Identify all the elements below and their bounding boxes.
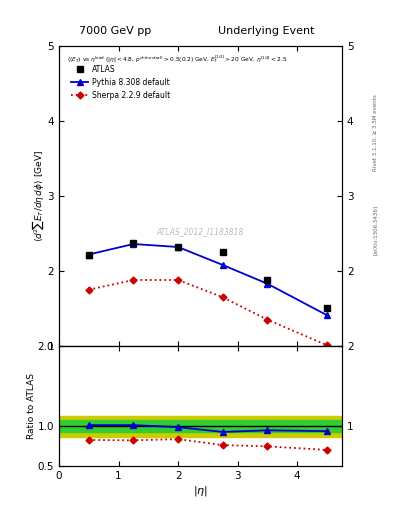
Text: 7000 GeV pp: 7000 GeV pp (79, 26, 151, 36)
Y-axis label: Ratio to ATLAS: Ratio to ATLAS (27, 373, 36, 439)
X-axis label: $|\eta|$: $|\eta|$ (193, 483, 208, 498)
Y-axis label: $\langle d^2\!\sum E_T/d\eta\,d\phi\rangle$ [GeV]: $\langle d^2\!\sum E_T/d\eta\,d\phi\rang… (31, 150, 46, 242)
Text: Rivet 3.1.10, ≥ 3.5M events: Rivet 3.1.10, ≥ 3.5M events (373, 95, 378, 172)
Text: ATLAS_2012_I1183818: ATLAS_2012_I1183818 (157, 227, 244, 237)
Text: [arXiv:1306.3436]: [arXiv:1306.3436] (373, 205, 378, 255)
Legend: ATLAS, Pythia 8.308 default, Sherpa 2.2.9 default: ATLAS, Pythia 8.308 default, Sherpa 2.2.… (71, 65, 170, 99)
Text: $\langle(E_T)$ vs $\eta^{\rm lead}$ $(|\eta|<4.8$, $p^{\rm ch(neutral)}>0.5(0.2): $\langle(E_T)$ vs $\eta^{\rm lead}$ $(|\… (68, 54, 288, 65)
Text: Underlying Event: Underlying Event (218, 26, 314, 36)
